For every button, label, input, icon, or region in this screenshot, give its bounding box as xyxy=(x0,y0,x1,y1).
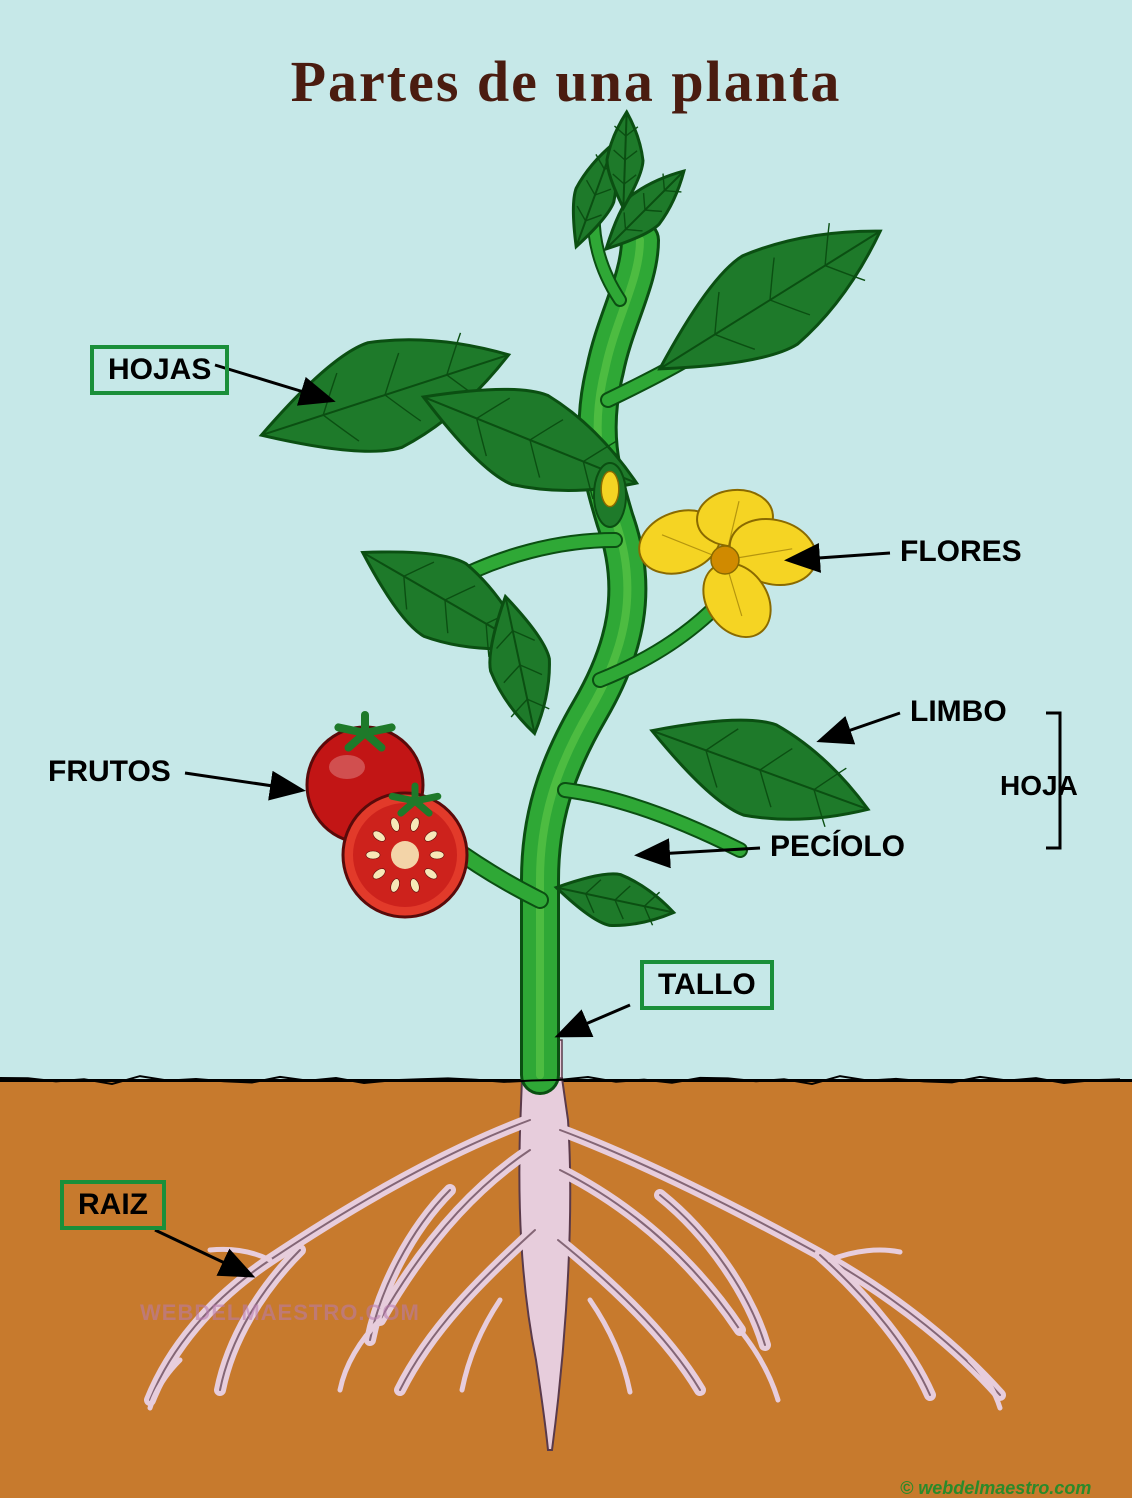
soil-region xyxy=(0,1080,1132,1498)
label-peciolo: PECÍOLO xyxy=(770,830,905,864)
watermark-corner: © webdelmaestro.com xyxy=(900,1478,1091,1498)
label-tallo: TALLO xyxy=(640,960,774,1010)
ground-line xyxy=(0,1079,1132,1082)
diagram-title: Partes de una planta xyxy=(0,48,1132,115)
label-hojas: HOJAS xyxy=(90,345,229,395)
watermark-center: WEBDELMAESTRO.COM xyxy=(140,1300,420,1326)
label-raiz: RAIZ xyxy=(60,1180,166,1230)
label-frutos: FRUTOS xyxy=(48,755,171,789)
plant-diagram: Partes de una planta HOJAS FRUTOS FLORES… xyxy=(0,0,1132,1498)
label-hoja: HOJA xyxy=(1000,770,1078,802)
label-flores: FLORES xyxy=(900,535,1022,569)
label-limbo: LIMBO xyxy=(910,695,1007,729)
